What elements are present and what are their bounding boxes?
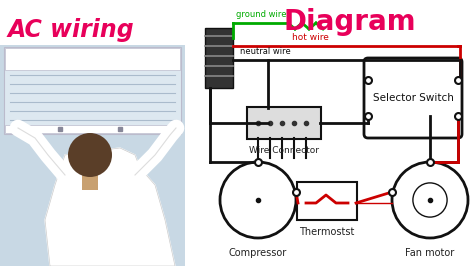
- Text: Selector Switch: Selector Switch: [373, 93, 454, 103]
- FancyBboxPatch shape: [4, 47, 181, 134]
- Circle shape: [413, 183, 447, 217]
- Text: neutral wire: neutral wire: [240, 47, 291, 56]
- Bar: [82, 175, 98, 190]
- Text: Fan motor: Fan motor: [405, 248, 455, 258]
- Bar: [0, 0, 185, 45]
- Circle shape: [220, 162, 296, 238]
- Bar: [205, 28, 233, 88]
- Text: AC wiring: AC wiring: [8, 18, 135, 42]
- Text: Compressor: Compressor: [229, 248, 287, 258]
- Text: Wire Connector: Wire Connector: [249, 146, 319, 155]
- Bar: [190, 0, 474, 266]
- Circle shape: [392, 162, 468, 238]
- Bar: [5, 48, 180, 70]
- Text: Diagram: Diagram: [283, 8, 416, 36]
- FancyBboxPatch shape: [247, 107, 321, 139]
- Circle shape: [68, 133, 112, 177]
- Bar: [5, 125, 180, 133]
- Text: ground wire: ground wire: [236, 10, 286, 19]
- Text: Thermostst: Thermostst: [299, 227, 355, 237]
- Bar: [0, 0, 185, 266]
- Polygon shape: [45, 148, 175, 266]
- Text: hot wire: hot wire: [292, 33, 328, 42]
- FancyBboxPatch shape: [297, 182, 357, 220]
- FancyBboxPatch shape: [364, 58, 462, 138]
